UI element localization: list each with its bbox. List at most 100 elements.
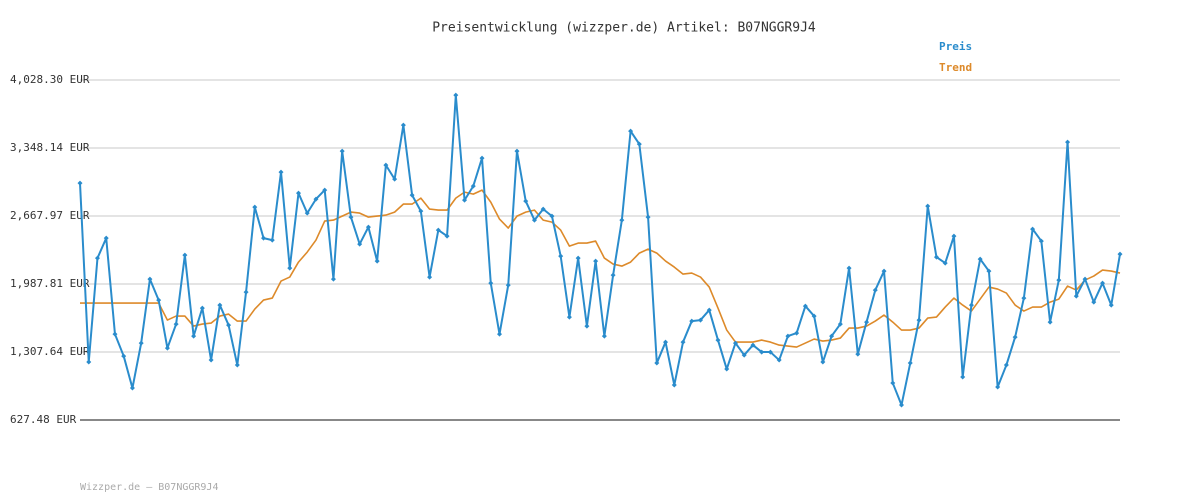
data-point [435,227,441,233]
data-point [182,252,188,258]
y-tick-label: 2,667.97 EUR [10,209,90,222]
data-point [330,276,336,282]
data-point [890,380,896,386]
data-point [383,162,389,168]
data-point [357,241,363,247]
data-point [531,217,537,223]
data-point [505,282,511,288]
data-point [916,317,922,323]
data-point [663,339,669,345]
data-point [715,337,721,343]
data-point [977,256,983,262]
data-point [121,353,127,359]
data-point [689,318,695,324]
data-point [575,255,581,261]
data-point [750,342,756,348]
data-point [103,235,109,241]
y-tick-label: 3,348.14 EUR [10,141,90,154]
series-line [79,94,1121,407]
data-point [322,187,328,193]
data-point [558,253,564,259]
data-point [444,233,450,239]
data-point [217,302,223,308]
data-point [654,360,660,366]
data-point [409,192,415,198]
data-point [147,276,153,282]
data-point [1056,277,1062,283]
data-point [313,196,319,202]
data-point [112,331,118,337]
data-point [523,198,529,204]
data-point [138,340,144,346]
data-point [234,362,240,368]
data-point [287,265,293,271]
data-point [785,333,791,339]
data-point [724,366,730,372]
data-point [400,122,406,128]
data-point [759,349,765,355]
data-point [968,302,974,308]
data-point [462,197,468,203]
data-point [1091,299,1097,305]
data-point [846,265,852,271]
data-point [1100,280,1106,286]
data-point [802,303,808,309]
data-point [1082,276,1088,282]
data-point [243,289,249,295]
data-point [1047,319,1053,325]
data-point [173,321,179,327]
data-point [278,169,284,175]
data-point [1108,302,1114,308]
data-point [1012,334,1018,340]
data-point [479,155,485,161]
data-point [837,321,843,327]
data-point [339,148,345,154]
y-tick-label: 4,028.30 EUR [10,73,90,86]
data-point [199,305,205,311]
footer: Wizzper.de – B07NGGR9J4 [80,482,218,493]
data-point [619,217,625,223]
data-point [732,340,738,346]
data-point [960,374,966,380]
data-point [1038,238,1044,244]
data-point [208,357,214,363]
data-point [907,360,913,366]
data-point [872,287,878,293]
data-point [628,128,634,134]
data-point [129,385,135,391]
data-point [488,280,494,286]
data-point [549,213,555,219]
data-point [191,333,197,339]
legend-label: Preis [939,40,972,53]
data-point [304,210,310,216]
data-point [942,260,948,266]
data-point [601,333,607,339]
data-point [593,258,599,264]
data-point [636,141,642,147]
data-point [261,235,267,241]
data-point [94,255,100,261]
data-point [1021,295,1027,301]
data-point [986,268,992,274]
data-point [776,357,782,363]
data-point [540,206,546,212]
data-point [77,180,83,186]
data-point [995,384,1001,390]
y-tick-label: 1,987.81 EUR [10,277,90,290]
y-tick-label: 1,307.64 EUR [10,345,90,358]
data-point [1117,251,1123,257]
data-point [164,345,170,351]
data-point [698,317,704,323]
data-point [1073,293,1079,299]
data-point [374,258,380,264]
data-point [881,268,887,274]
data-point [951,233,957,239]
data-point [680,339,686,345]
data-point [899,402,905,408]
y-tick-label: 627.48 EUR [10,413,77,426]
data-point [741,352,747,358]
data-point [706,307,712,313]
data-point [864,319,870,325]
data-point [855,351,861,357]
